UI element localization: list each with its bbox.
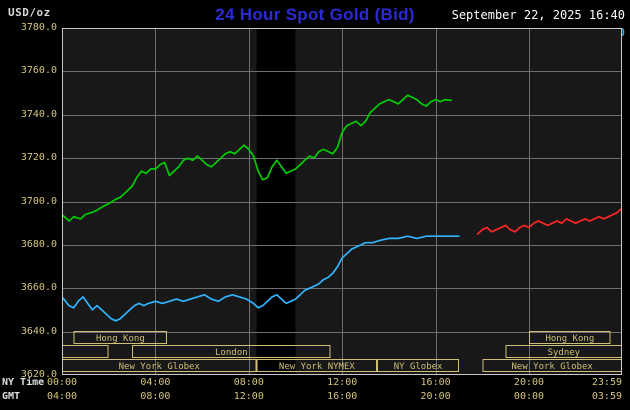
- y-tick-label: 3720.0: [20, 152, 57, 164]
- gmt-tick-label: 04:00: [46, 391, 78, 402]
- session-label: Sydney: [548, 348, 581, 358]
- gmt-tick-label: 03:59: [591, 391, 622, 402]
- nymex-open-band: [256, 28, 296, 375]
- datetime-label: September 22, 2025 16:40: [451, 8, 625, 22]
- gmt-tick-label: 08:00: [140, 391, 171, 402]
- plot-border: [62, 28, 622, 375]
- unit-label: USD/oz: [8, 6, 51, 19]
- ny-tick-label: 00:00: [46, 377, 78, 388]
- y-tick-label: 3760.0: [20, 65, 57, 77]
- plot-area: Hong Kong Hong Kong London Sydney New York G…: [61, 28, 623, 375]
- session-box: [132, 345, 331, 358]
- session-box: [256, 359, 378, 372]
- session-box: [377, 359, 459, 372]
- gmt-axis-label: GMT: [2, 391, 21, 402]
- y-tick-label: 3660.0: [20, 282, 57, 294]
- gmt-tick-label: 20:00: [420, 391, 451, 402]
- ny-tick-label: 12:00: [327, 377, 358, 388]
- y-tick-label: 3780.0: [20, 22, 57, 33]
- ny-tick-label: 08:00: [233, 377, 264, 388]
- chart-title: 24 Hour Spot Gold (Bid): [215, 5, 415, 24]
- ny-tick-label: 04:00: [140, 377, 171, 388]
- ny-tick-label: 16:00: [420, 377, 451, 388]
- ny-time-axis-label: NY Time: [2, 377, 45, 388]
- gridlines: [62, 28, 622, 375]
- series-line-sep19-ny-close: [61, 235, 460, 322]
- session-label: London: [215, 348, 248, 358]
- gmt-tick-label: 16:00: [327, 391, 358, 402]
- market-session-boxes: Hong Kong Hong Kong London Sydney New York G…: [62, 331, 622, 372]
- series-line-sep21-sunday: [476, 207, 623, 235]
- y-tick-label: 3740.0: [20, 108, 57, 120]
- session-label: Hong Kong: [545, 334, 594, 344]
- gmt-tick-label: 12:00: [233, 391, 264, 402]
- session-label: NY Globex: [394, 362, 443, 372]
- ny-tick-label: 23:59: [591, 377, 622, 388]
- y-tick-label: 3620.0: [20, 369, 57, 380]
- session-box: [528, 331, 611, 344]
- y-tick-label: 3680.0: [20, 238, 57, 250]
- session-box: [73, 331, 168, 344]
- gmt-tick-label: 00:00: [513, 391, 545, 402]
- y-tick-label: 3700.0: [20, 195, 57, 207]
- session-label: New York NYMEX: [279, 362, 355, 372]
- series-line-sep22-today: [61, 94, 453, 222]
- session-label: New York Globex: [119, 362, 201, 372]
- session-label: New York Globex: [512, 362, 594, 372]
- y-tick-label: 3640.0: [20, 325, 57, 337]
- session-label: Hong Kong: [96, 334, 145, 344]
- gold-chart-svg: Hong Kong Hong Kong London Sydney New York G…: [61, 28, 623, 375]
- ny-tick-label: 20:00: [513, 377, 545, 388]
